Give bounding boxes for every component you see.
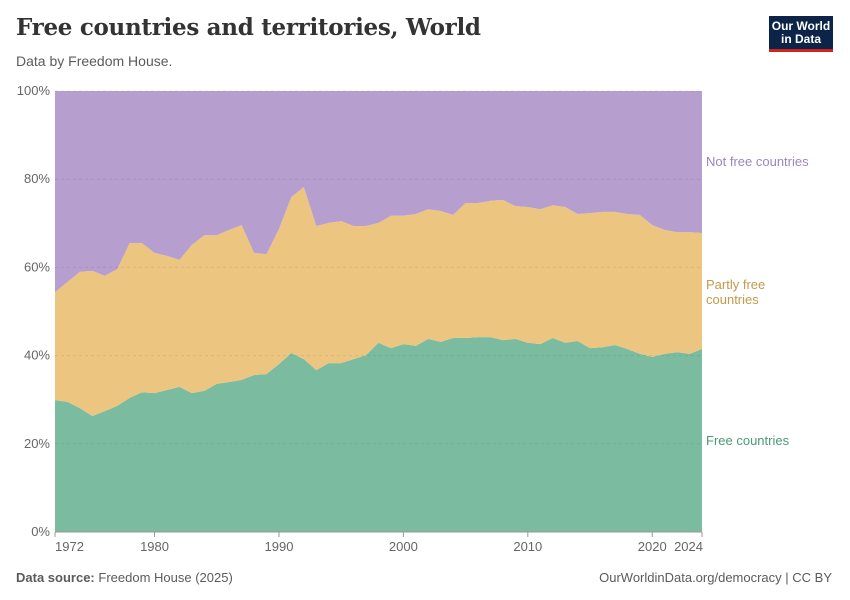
legend-label-partly-free-countries: Partly free countries: [706, 277, 765, 307]
source-text[interactable]: Freedom House (2025): [98, 570, 233, 585]
legend-label-free-countries: Free countries: [706, 433, 790, 448]
source-label: Data source:: [16, 570, 95, 585]
x-tick-label: 2024: [674, 539, 703, 554]
y-tick-label: 20%: [24, 436, 50, 451]
chart-title: Free countries and territories, World: [16, 14, 481, 41]
chart-subtitle: Data by Freedom House.: [16, 53, 173, 69]
y-tick-label: 80%: [24, 171, 50, 186]
x-tick-label: 1980: [140, 539, 169, 554]
x-tick-label: 2000: [389, 539, 418, 554]
y-tick-label: 40%: [24, 348, 50, 363]
logo-text: Our World in Data: [771, 19, 831, 46]
owid-logo[interactable]: Our World in Data: [769, 16, 833, 52]
footer-link[interactable]: OurWorldinData.org/democracy | CC BY: [599, 570, 832, 585]
x-tick-label: 2010: [513, 539, 542, 554]
x-tick-label: 2020: [638, 539, 667, 554]
x-tick-label: 1972: [55, 539, 84, 554]
area-free-countries: [55, 337, 702, 532]
legend-label-not-free-countries: Not free countries: [706, 154, 809, 169]
y-tick-label: 60%: [24, 259, 50, 274]
area-partly-free-countries: [55, 187, 702, 417]
y-tick-label: 100%: [17, 83, 51, 98]
x-tick-label: 1990: [265, 539, 294, 554]
y-tick-label: 0%: [31, 524, 50, 539]
footer-source: Data source: Freedom House (2025): [16, 570, 233, 585]
area-not-free-countries: [55, 91, 702, 293]
